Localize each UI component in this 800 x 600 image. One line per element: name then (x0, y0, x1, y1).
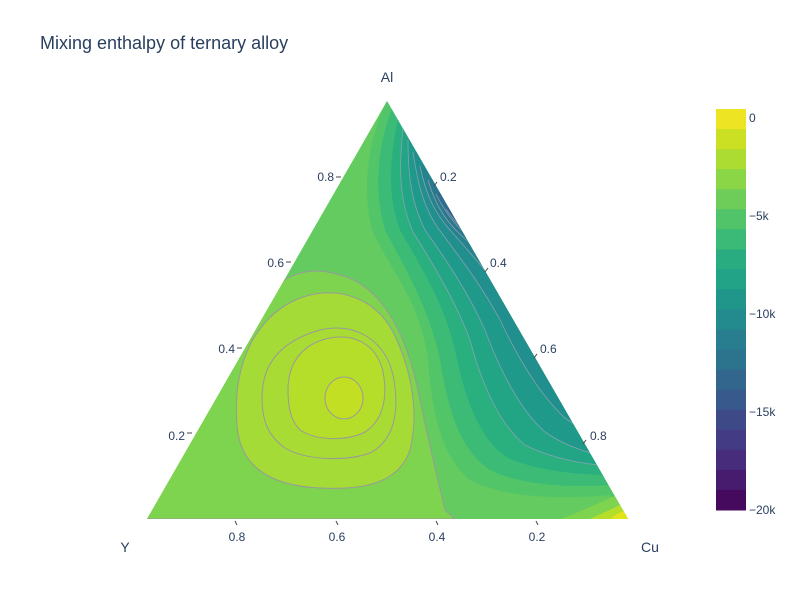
a-tick-label: 0.8 (317, 170, 334, 184)
c-tick-label: 0.4 (490, 256, 507, 270)
contour-band-violet-2 (512, 101, 628, 355)
a-tick-label: 0.6 (267, 256, 284, 270)
colorbar-band (716, 369, 746, 391)
b-axis-ticks (234, 520, 539, 526)
colorbar-band (716, 289, 746, 310)
colorbar-band (716, 429, 746, 451)
b-tick-label: 0.8 (229, 530, 246, 544)
c-tick-label: 0.2 (440, 170, 457, 184)
colorbar-band (716, 329, 746, 351)
colorbar-band (716, 469, 746, 491)
contour-band-violet-1 (488, 101, 628, 330)
colorbar-band (716, 209, 746, 230)
colorbar-tick-label: −5k (749, 209, 770, 223)
colorbar-tick-label: −15k (749, 405, 776, 419)
colorbar-band (716, 189, 746, 210)
contour-band-max (324, 376, 364, 420)
colorbar: 0 −5k −10k −15k −20k (716, 109, 776, 517)
colorbar-band (716, 309, 746, 331)
colorbar-band (716, 109, 746, 130)
b-axis-title: Y (120, 539, 130, 555)
colorbar-band (716, 409, 746, 431)
colorbar-band (716, 129, 746, 150)
colorbar-band (716, 389, 746, 411)
chart-title: Mixing enthalpy of ternary alloy (40, 33, 289, 53)
colorbar-band (716, 149, 746, 170)
colorbar-band (716, 229, 746, 250)
c-axis-ticks (433, 181, 587, 445)
colorbar-band (716, 269, 746, 290)
c-axis-title: Cu (641, 539, 659, 555)
colorbar-tick-label: 0 (749, 111, 756, 125)
a-axis-title: Al (381, 69, 393, 85)
colorbar-band (716, 449, 746, 471)
a-tick-label: 0.4 (218, 342, 235, 356)
contour-band-cu-corner-3 (610, 510, 628, 519)
colorbar-band (716, 489, 746, 511)
b-tick-label: 0.4 (429, 530, 446, 544)
colorbar-band (716, 169, 746, 190)
b-tick-label: 0.2 (529, 530, 546, 544)
c-tick-label: 0.6 (540, 342, 557, 356)
a-axis-ticks (187, 176, 341, 434)
b-tick-label: 0.6 (329, 530, 346, 544)
colorbar-band (716, 349, 746, 371)
c-tick-label: 0.8 (590, 429, 607, 443)
colorbar-tick-label: −10k (749, 307, 776, 321)
contour-fill-layer (147, 101, 628, 519)
colorbar-tick-label: −20k (749, 503, 776, 517)
colorbar-band (716, 249, 746, 270)
colorbar-bands (716, 109, 746, 511)
a-tick-label: 0.2 (168, 429, 185, 443)
